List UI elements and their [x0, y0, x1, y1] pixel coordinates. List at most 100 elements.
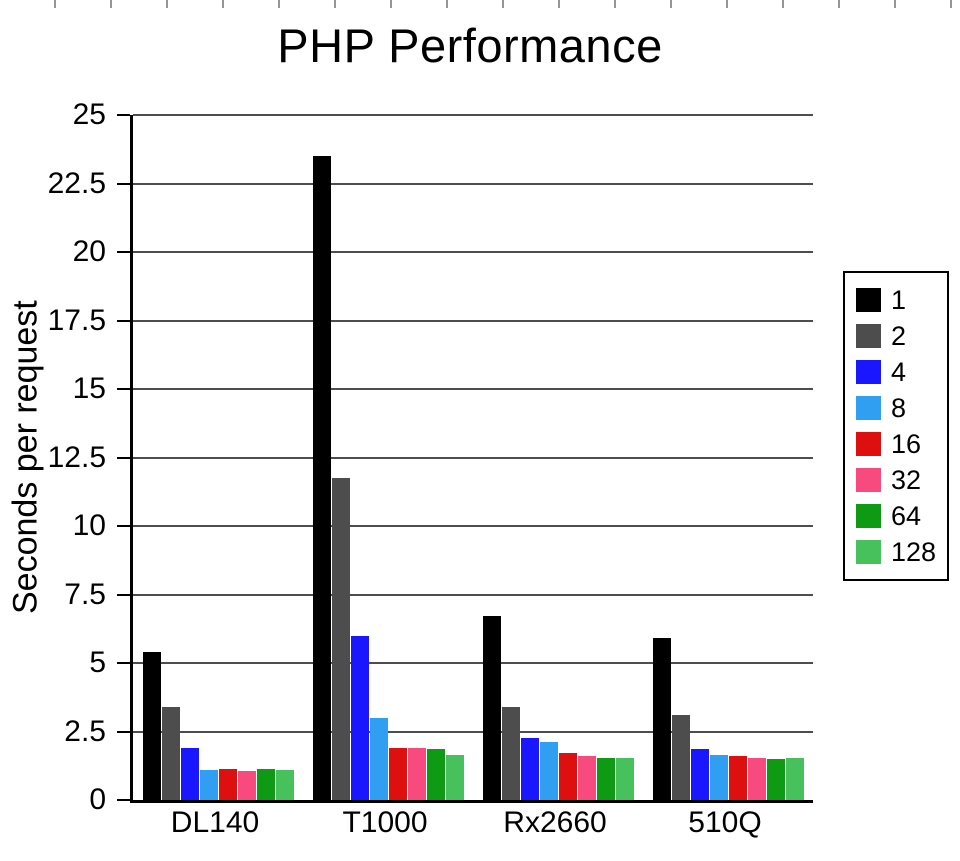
- plot-area: [117, 114, 813, 803]
- legend-swatch-16: [856, 432, 881, 456]
- y-tick-label-12.5: 12.5: [47, 440, 106, 474]
- y-tick-label-2.5: 2.5: [64, 714, 106, 748]
- bar-T1000-2: [331, 478, 350, 800]
- bar-DL140-16: [218, 768, 237, 800]
- y-axis-tick-5: [117, 662, 130, 664]
- bar-DL140-8: [199, 769, 218, 800]
- bar-T1000-4: [350, 635, 369, 800]
- gridline-22.5: [133, 182, 813, 185]
- bar-T1000-1: [312, 156, 331, 800]
- y-tick-label-22.5: 22.5: [47, 166, 106, 200]
- y-axis-tick-15: [117, 388, 130, 390]
- bar-group-T1000: [303, 115, 473, 800]
- bar-510Q-128: [785, 757, 804, 800]
- top-ruler-ticks: [0, 0, 960, 8]
- legend-label-64: 64: [891, 500, 922, 531]
- legend-item-2: 2: [856, 318, 936, 354]
- x-tick-labels: DL140 T1000 Rx2660 510Q: [130, 806, 810, 848]
- bar-T1000-8: [369, 717, 388, 800]
- y-tick-labels: 0 2.5 5 7.5 10 12.5 15 17.5 20 22.5 25: [0, 100, 112, 815]
- x-tick-label-T1000: T1000: [342, 806, 428, 839]
- legend-item-64: 64: [856, 498, 936, 534]
- bar-510Q-2: [671, 715, 690, 800]
- y-tick-label-15: 15: [72, 372, 106, 405]
- legend-swatch-32: [856, 468, 881, 492]
- bar-DL140-2: [161, 706, 180, 800]
- bar-group-Rx2660: [473, 115, 643, 800]
- bar-Rx2660-128: [615, 757, 634, 800]
- bar-DL140-64: [256, 768, 275, 800]
- y-tick-label-0: 0: [89, 783, 106, 816]
- bar-510Q-32: [747, 757, 766, 800]
- bar-group-DL140: [133, 115, 303, 800]
- legend-swatch-64: [856, 504, 881, 528]
- legend: 1 2 4 8 16 32 64 128: [843, 271, 950, 581]
- legend-swatch-2: [856, 324, 881, 348]
- bar-group-510Q: [643, 115, 813, 800]
- gridline-15: [133, 388, 813, 390]
- bar-Rx2660-8: [539, 742, 558, 800]
- y-axis-tick-10: [117, 525, 130, 527]
- bar-T1000-16: [388, 747, 407, 800]
- bar-510Q-8: [709, 754, 728, 800]
- bar-Rx2660-16: [558, 753, 577, 800]
- bar-Rx2660-4: [520, 738, 539, 800]
- y-tick-label-10: 10: [72, 509, 106, 542]
- legend-item-1: 1: [856, 282, 936, 318]
- bar-T1000-32: [407, 747, 426, 800]
- y-tick-label-25: 25: [72, 98, 106, 131]
- y-tick-label-20: 20: [72, 235, 106, 268]
- bar-Rx2660-1: [482, 616, 501, 800]
- y-axis-tick-17.5: [117, 319, 130, 322]
- bar-510Q-1: [652, 638, 671, 800]
- y-axis-tick-20: [117, 251, 130, 253]
- y-axis-tick-2.5: [117, 730, 130, 733]
- gridline-5: [133, 662, 813, 664]
- legend-label-4: 4: [891, 356, 907, 387]
- chart-title: PHP Performance: [277, 19, 663, 72]
- gridline-12.5: [133, 456, 813, 459]
- legend-item-128: 128: [856, 534, 936, 570]
- y-axis-tick-25: [117, 114, 130, 116]
- legend-label-16: 16: [891, 428, 922, 459]
- legend-label-1: 1: [891, 284, 907, 315]
- gridline-2.5: [133, 730, 813, 733]
- bar-510Q-16: [728, 756, 747, 800]
- legend-item-16: 16: [856, 426, 936, 462]
- bar-DL140-32: [237, 771, 256, 800]
- y-tick-label-5: 5: [89, 646, 106, 679]
- bar-DL140-128: [275, 769, 294, 800]
- gridline-10: [133, 525, 813, 527]
- bar-510Q-64: [766, 758, 785, 800]
- legend-swatch-4: [856, 360, 881, 384]
- x-tick-label-DL140: DL140: [170, 806, 260, 839]
- y-tick-label-17.5: 17.5: [47, 303, 106, 337]
- bar-DL140-1: [142, 652, 161, 800]
- y-axis-tick-0: [117, 799, 130, 801]
- y-axis-tick-22.5: [117, 182, 130, 185]
- bar-510Q-4: [690, 749, 709, 800]
- x-tick-label-Rx2660: Rx2660: [503, 806, 607, 839]
- legend-swatch-1: [856, 288, 881, 312]
- bar-T1000-128: [445, 754, 464, 800]
- gridline-7.5: [133, 593, 813, 596]
- legend-label-128: 128: [891, 536, 937, 567]
- gridline-20: [133, 251, 813, 253]
- legend-swatch-8: [856, 396, 881, 420]
- bar-Rx2660-32: [577, 756, 596, 800]
- y-axis-tick-7.5: [117, 593, 130, 596]
- gridline-17.5: [133, 319, 813, 322]
- legend-label-32: 32: [891, 464, 922, 495]
- legend-swatch-128: [856, 540, 881, 564]
- y-tick-label-7.5: 7.5: [64, 577, 106, 611]
- bar-Rx2660-2: [501, 706, 520, 800]
- legend-item-8: 8: [856, 390, 936, 426]
- legend-item-4: 4: [856, 354, 936, 390]
- bar-DL140-4: [180, 747, 199, 800]
- gridline-25: [133, 114, 813, 116]
- bar-T1000-64: [426, 749, 445, 800]
- legend-label-2: 2: [891, 320, 907, 351]
- y-axis-tick-12.5: [117, 456, 130, 459]
- x-tick-label-510Q: 510Q: [688, 806, 762, 839]
